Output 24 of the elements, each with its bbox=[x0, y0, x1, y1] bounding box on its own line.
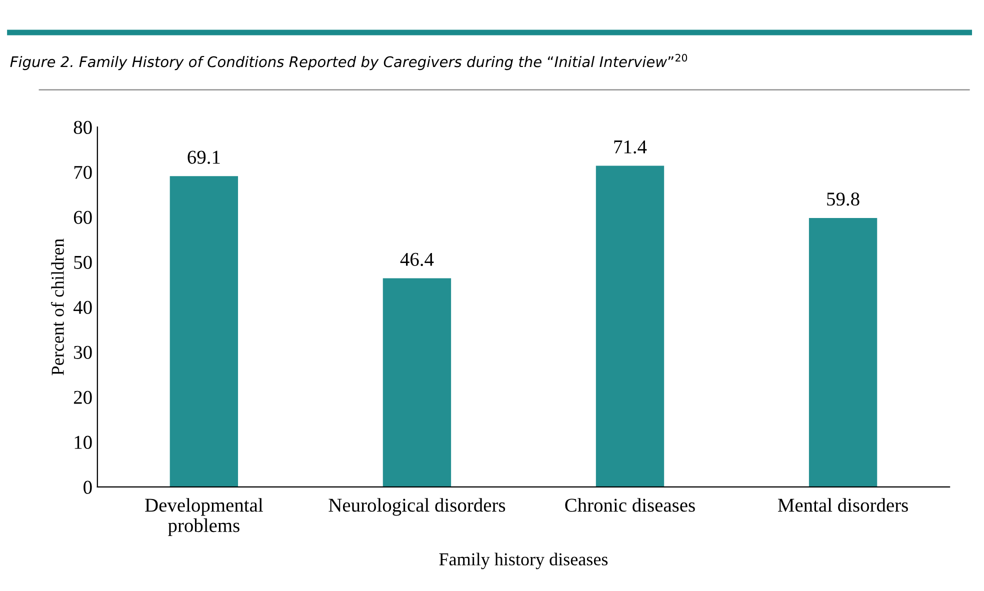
chart-title: Figure 2. Family History of Conditions Reported by Caregivers during the “Initial Interview”$^{20}$ bbox=[10, 54, 688, 70]
data-label: 59.8 bbox=[827, 192, 860, 206]
y-tick-label: 20 bbox=[74, 390, 92, 404]
y-tick-label: 10 bbox=[74, 436, 92, 449]
y-tick-label: 70 bbox=[74, 166, 92, 179]
x-tick-label: Chronic diseases bbox=[565, 498, 695, 512]
bar bbox=[808, 218, 878, 487]
y-tick-label: 30 bbox=[74, 346, 92, 359]
y-tick-label: 40 bbox=[73, 300, 92, 314]
y-tick-label: 0 bbox=[84, 480, 92, 494]
x-tick-label: Neurological disorders bbox=[328, 498, 506, 516]
data-label: 69.1 bbox=[188, 150, 220, 164]
data-label: 46.4 bbox=[400, 252, 434, 266]
x-axis-title: Family history diseases bbox=[439, 552, 608, 570]
y-tick-label: 60 bbox=[74, 210, 92, 224]
bar bbox=[382, 278, 452, 487]
y-tick-label: 80 bbox=[74, 120, 92, 134]
x-tick-label: Developmental problems bbox=[145, 498, 263, 536]
y-tick-label: 50 bbox=[74, 256, 92, 269]
y-axis-title: Percent of children bbox=[50, 238, 64, 376]
bar bbox=[596, 166, 664, 487]
x-tick-label: Mental disorders bbox=[778, 498, 908, 512]
bar bbox=[170, 176, 238, 487]
data-label: 71.4 bbox=[614, 140, 647, 154]
